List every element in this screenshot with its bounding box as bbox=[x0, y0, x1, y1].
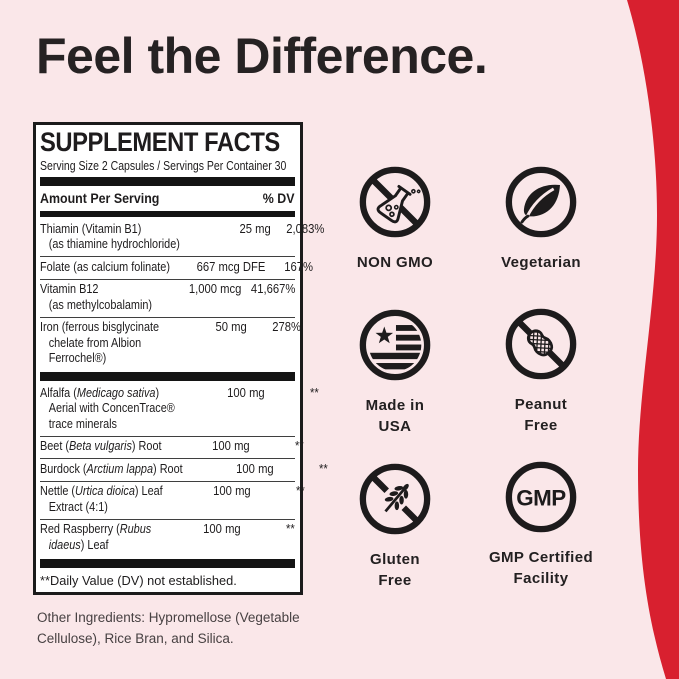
dv-footnote: **Daily Value (DV) not established. bbox=[40, 572, 237, 588]
gmp-icon: GMP bbox=[505, 461, 577, 533]
ingredient-amount: 1,000 mcg bbox=[188, 282, 241, 296]
badge-no-peanut: Peanut Free bbox=[463, 307, 619, 436]
amount-per-serving-label: Amount Per Serving bbox=[40, 191, 160, 206]
ingredient-dv: 167% bbox=[284, 259, 314, 274]
ingredient-amount: 100 mg bbox=[213, 484, 252, 498]
ingredient-dv: ** bbox=[310, 385, 319, 400]
no-peanut-icon bbox=[505, 308, 577, 380]
table-row: Alfalfa (Medicago sativa) Aerial with Con… bbox=[40, 383, 319, 436]
ingredient-dv: ** bbox=[294, 439, 304, 453]
ingredient-name: Folate (as calcium folinate) bbox=[40, 259, 170, 274]
supplement-facts-panel: SUPPLEMENT FACTS Serving Size 2 Capsules… bbox=[33, 122, 328, 595]
ingredient-amount: 100 mg bbox=[236, 461, 274, 476]
table-row: Burdock (Arctium lappa) Root 100 mg ** bbox=[40, 458, 328, 481]
table-row: Thiamin (Vitamin B1) (as thiamine hydroch… bbox=[40, 219, 325, 256]
table-row: Folate (as calcium folinate) 667 mcg DFE 1… bbox=[40, 256, 313, 279]
ingredient-name: Alfalfa (Medicago sativa) Aerial with Con… bbox=[40, 385, 175, 431]
divider-bar bbox=[40, 372, 295, 381]
ingredient-name: Iron (ferrous bisglycinate chelate from A… bbox=[40, 320, 160, 365]
badge-label: Gluten Free bbox=[370, 551, 420, 589]
ingredient-dv: ** bbox=[319, 461, 328, 476]
ingredient-name: Vitamin B12 (as methylcobalamin) bbox=[40, 282, 153, 312]
ingredient-name: Red Raspberry (Rubus idaeus) Leaf bbox=[40, 522, 152, 552]
ingredient-amount: 50 mg bbox=[215, 320, 247, 334]
divider-bar bbox=[40, 558, 295, 568]
table-row: Red Raspberry (Rubus idaeus) Leaf 100 mg ** bbox=[40, 518, 295, 557]
table-row: Beet (Beta vulgaris) Root 100 mg ** bbox=[40, 435, 304, 459]
divider-bar bbox=[40, 211, 295, 217]
ingredient-amount: 100 mg bbox=[203, 522, 241, 536]
badge-label: GMP Certified Facility bbox=[488, 549, 594, 587]
supplement-facts-title: SUPPLEMENT FACTS bbox=[40, 127, 280, 157]
ingredient-amount: 100 mg bbox=[227, 385, 265, 400]
badge-label: NON GMO bbox=[356, 254, 434, 271]
vegetarian-leaf-icon bbox=[505, 166, 577, 238]
badge-leaf: Vegetarian bbox=[463, 165, 619, 273]
facts-header-row: Amount Per Serving % DV bbox=[40, 188, 295, 209]
badge-label: Peanut Free bbox=[514, 396, 568, 434]
ingredient-dv: ** bbox=[286, 522, 295, 536]
no-gmo-flask-icon bbox=[359, 166, 431, 238]
ingredient-name: Burdock (Arctium lappa) Root bbox=[40, 461, 183, 476]
badge-gmp: GMP GMP Certified Facility bbox=[463, 460, 619, 589]
ingredient-amount: 667 mcg DFE bbox=[197, 259, 266, 274]
usa-flag-icon bbox=[359, 309, 431, 381]
badge-label: Made in USA bbox=[365, 397, 425, 435]
ingredient-name: Beet (Beta vulgaris) Root bbox=[40, 439, 162, 453]
headline: Feel the Difference. bbox=[36, 28, 488, 84]
ingredient-dv: 278% bbox=[272, 320, 301, 334]
badge-label: Vegetarian bbox=[501, 254, 581, 271]
percent-dv-label: % DV bbox=[263, 191, 295, 206]
ingredient-name: Nettle (Urtica dioica) Leaf Extract (4:1) bbox=[40, 484, 163, 514]
svg-text:GMP: GMP bbox=[516, 485, 566, 510]
divider-bar bbox=[40, 177, 295, 186]
other-ingredients-text: Other Ingredients: Hypromellose (Vegetab… bbox=[37, 610, 300, 646]
badge-no-wheat: Gluten Free bbox=[317, 462, 473, 591]
ingredient-dv: 2,083% bbox=[286, 221, 325, 236]
no-wheat-icon bbox=[359, 463, 431, 535]
ingredient-amount: 25 mg bbox=[239, 221, 271, 236]
supplement-rows: Thiamin (Vitamin B1) (as thiamine hydroch… bbox=[40, 219, 328, 557]
ingredient-dv: ** bbox=[296, 484, 306, 498]
table-row: Iron (ferrous bisglycinate chelate from A… bbox=[40, 316, 301, 371]
serving-size-line: Serving Size 2 Capsules / Servings Per C… bbox=[40, 159, 287, 173]
ingredient-name: Thiamin (Vitamin B1) (as thiamine hydroch… bbox=[40, 221, 180, 252]
ingredient-dv: 41,667% bbox=[250, 282, 295, 296]
ingredient-amount: 100 mg bbox=[212, 439, 250, 453]
table-row: Vitamin B12 (as methylcobalamin) 1,000 mcg… bbox=[40, 278, 295, 317]
badge-usa-flag: Made in USA bbox=[317, 308, 473, 437]
table-row: Nettle (Urtica dioica) Leaf Extract (4:1)… bbox=[40, 480, 305, 519]
badge-no-gmo-flask: NON GMO bbox=[317, 165, 473, 273]
